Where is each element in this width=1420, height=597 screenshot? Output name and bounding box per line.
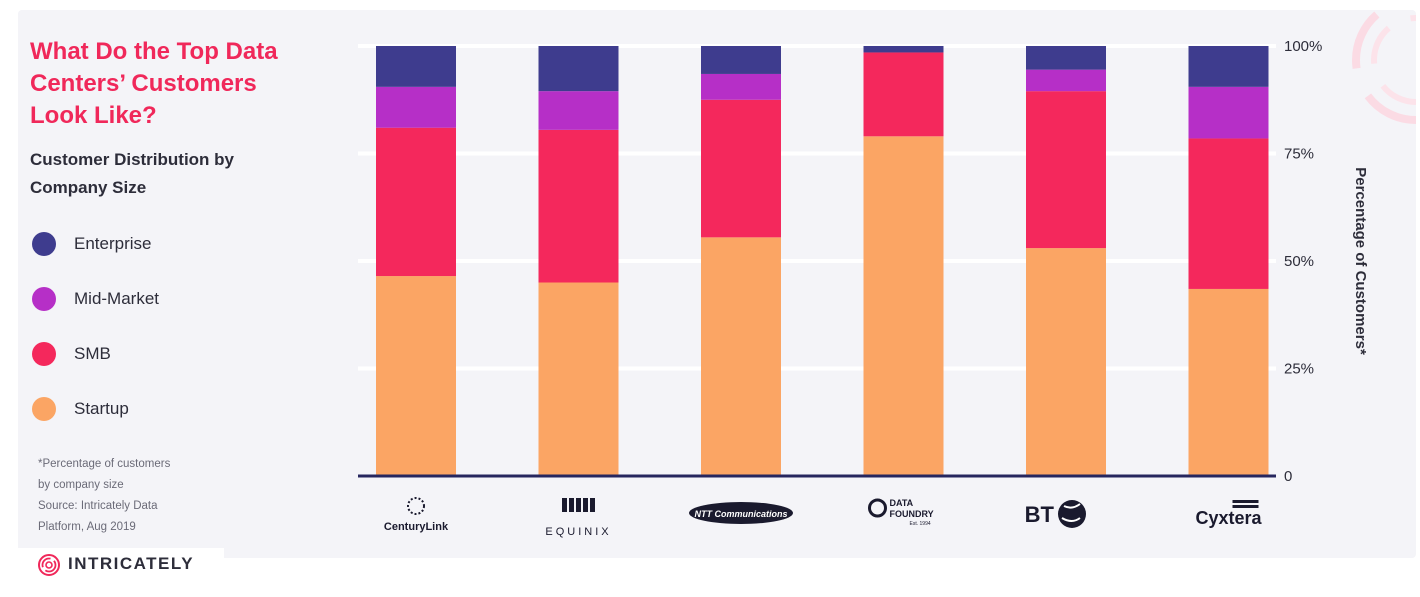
legend-label: Enterprise xyxy=(74,234,152,253)
category-label: BT xyxy=(1025,502,1055,527)
bar-segment-mid-market xyxy=(1026,69,1106,92)
equinix-logo-icon xyxy=(583,498,588,512)
legend-label: Mid-Market xyxy=(74,289,160,308)
cyxtera-logo-icon xyxy=(1232,500,1259,503)
bar-segment-enterprise xyxy=(538,46,619,92)
y-tick-label: 50% xyxy=(1284,253,1314,270)
bar-segment-startup xyxy=(1026,248,1106,476)
bar-segment-smb xyxy=(538,129,619,283)
ntt-communications-logo-icon xyxy=(689,502,793,524)
title-line: Look Like? xyxy=(30,102,157,129)
category-label: DATA xyxy=(890,498,914,508)
y-axis-title: Percentage of Customers* xyxy=(1352,167,1369,355)
legend-swatch xyxy=(32,287,56,311)
brand-name: INTRICATELY xyxy=(68,554,195,573)
cyxtera-logo-icon xyxy=(1232,505,1259,508)
stacked-bar-chart: 0 25% 50% 75% 100% Percentage of Customers* Ce… xyxy=(358,38,1369,538)
centurylink-logo-icon xyxy=(407,497,425,515)
bar-segment-enterprise xyxy=(376,46,456,87)
subtitle-line: Company Size xyxy=(30,178,147,197)
bar-segment-startup xyxy=(1188,288,1269,476)
fingerprint-logo-icon xyxy=(38,554,60,576)
footnote-line: by company size xyxy=(38,479,124,491)
category-label: Est. 1994 xyxy=(910,521,931,527)
y-tick-label: 75% xyxy=(1284,146,1314,163)
bar-segment-smb xyxy=(1026,91,1106,249)
category-label: CenturyLink xyxy=(384,521,449,533)
bar-segment-startup xyxy=(701,237,781,476)
y-tick-label: 25% xyxy=(1284,361,1314,378)
bar-segment-enterprise xyxy=(863,46,944,53)
category-label: FOUNDRY xyxy=(890,509,934,519)
decorative-rings-icon xyxy=(1352,10,1416,124)
title-line: What Do the Top Data xyxy=(30,38,278,65)
data-foundry-logo-icon xyxy=(868,498,887,518)
bt-logo-icon xyxy=(1061,503,1081,522)
subtitle-line: Customer Distribution by xyxy=(30,150,235,169)
bt-logo-icon xyxy=(1058,500,1086,528)
bar-segment-enterprise xyxy=(1026,46,1106,70)
y-tick-label: 100% xyxy=(1284,38,1322,55)
y-tick-label: 0 xyxy=(1284,468,1292,485)
equinix-logo-icon xyxy=(590,498,595,512)
bar-segment-startup xyxy=(376,276,456,476)
equinix-logo-icon xyxy=(576,498,581,512)
legend-swatch xyxy=(32,232,56,256)
footnote-line: Platform, Aug 2019 xyxy=(38,521,136,533)
bar-segment-smb xyxy=(701,99,781,238)
bar-segment-mid-market xyxy=(1188,86,1269,139)
equinix-logo-icon xyxy=(562,498,567,512)
bar-segment-startup xyxy=(538,282,619,476)
brand-footer: INTRICATELY xyxy=(18,548,224,596)
chart-subtitle: Customer Distribution by Company Size xyxy=(30,146,290,202)
legend-label: SMB xyxy=(74,344,111,363)
category-label: EQUINIX xyxy=(545,526,611,538)
legend-swatch xyxy=(32,397,56,421)
bar-segment-mid-market xyxy=(538,91,619,130)
bar-segment-enterprise xyxy=(1188,46,1269,87)
title-line: Centers’ Customers xyxy=(30,70,257,97)
bar-segment-smb xyxy=(863,52,944,137)
bar-segment-startup xyxy=(863,136,944,477)
bar-segment-smb xyxy=(1188,138,1269,289)
legend-swatch xyxy=(32,342,56,366)
category-label: Cyxtera xyxy=(1195,508,1262,528)
bar-segment-mid-market xyxy=(376,86,456,128)
bar-segment-enterprise xyxy=(701,46,781,74)
footnote-line: *Percentage of customers xyxy=(38,458,171,470)
bar-segment-smb xyxy=(376,127,456,277)
category-label: NTT Communications xyxy=(694,509,787,519)
legend-label: Startup xyxy=(74,399,129,418)
bar-segment-mid-market xyxy=(701,73,781,100)
chart-title: What Do the Top Data Centers’ Customers … xyxy=(30,36,330,132)
infographic-panel: What Do the Top Data Centers’ Customers … xyxy=(18,10,1416,558)
equinix-logo-icon xyxy=(569,498,574,512)
footnote-line: Source: Intricately Data xyxy=(38,500,158,512)
footnote: *Percentage of customers by company size… xyxy=(38,454,198,538)
